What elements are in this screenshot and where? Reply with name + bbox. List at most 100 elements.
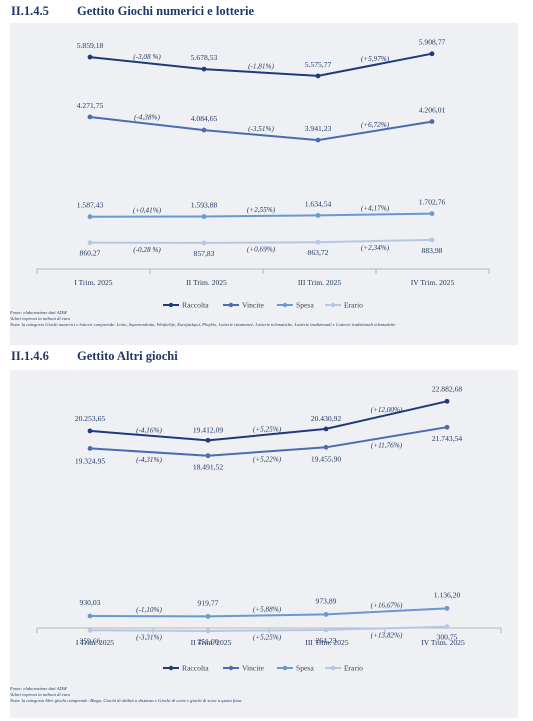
section-heading: Gettito Giochi numerici e lotterie	[77, 4, 255, 18]
data-label: 1.702,76	[419, 198, 446, 207]
data-point-spesa	[444, 605, 450, 611]
legend: Raccolta Vincite Spesa Erario	[163, 664, 363, 673]
data-label: 4.206,01	[419, 106, 446, 115]
legend-label: Vincite	[242, 301, 265, 310]
x-tick-label: II Trim. 2025	[191, 638, 232, 647]
data-label: 300,75	[437, 633, 458, 642]
series-line-spesa	[89, 607, 448, 618]
data-point-spesa	[87, 214, 93, 220]
data-point-vincite	[429, 119, 435, 124]
data-point-vincite	[205, 453, 211, 459]
data-label: 5.908,77	[419, 38, 446, 47]
category-note: Nota: la categoria Altri giochi comprend…	[10, 698, 243, 704]
data-point-spesa	[201, 214, 207, 219]
category-note: Nota: la categoria Giochi numerici e lot…	[10, 322, 396, 328]
legend-item-spesa: Spesa	[277, 664, 314, 673]
data-point-vincite	[315, 137, 321, 143]
data-label: 19.455,90	[311, 454, 342, 463]
series-line-raccolta	[89, 52, 433, 77]
chart-notes-2: Fonte: elaborazione dati ADM Valori espr…	[10, 686, 242, 704]
change-label: (+16,67%)	[371, 601, 403, 609]
change-label: (-3,08 %)	[133, 53, 161, 61]
series-line-erario	[89, 238, 433, 244]
data-label: 1.634,54	[305, 199, 332, 208]
source-note: Fonte: elaborazione dati ADM	[10, 686, 67, 691]
data-label: 930,03	[80, 598, 101, 607]
data-label: 251,06	[198, 637, 219, 646]
legend-marker	[228, 665, 234, 671]
data-point-raccolta	[205, 437, 211, 443]
chart-1: I Trim. 2025 II Trim. 2025 III Trim. 2025 I…	[36, 38, 490, 310]
x-tick-label: IV Trim. 2025	[421, 638, 465, 647]
source-note: Fonte: elaborazione dati ADM	[10, 310, 67, 315]
x-tick-label: III Trim. 2025	[298, 278, 341, 287]
legend-label: Erario	[344, 664, 363, 673]
section-number: II.1.4.6	[11, 349, 49, 363]
change-label: (+5,88%)	[253, 605, 282, 613]
legend-item-vincite: Vincite	[223, 664, 265, 673]
data-label: 857,83	[194, 249, 215, 258]
change-label: (+0,41%)	[133, 207, 162, 215]
legend-marker	[168, 665, 174, 671]
data-point-erario	[201, 240, 207, 246]
data-point-spesa	[205, 614, 211, 619]
legend-label: Spesa	[296, 664, 314, 673]
data-label: 4.084,65	[191, 114, 218, 123]
data-label: 1.587,43	[77, 201, 104, 210]
data-label: 1.593,88	[191, 200, 218, 209]
x-tick-label: IV Trim. 2025	[411, 278, 455, 287]
data-label: 3.941,23	[305, 124, 332, 133]
legend-label: Raccolta	[182, 301, 209, 310]
legend-label: Vincite	[242, 664, 265, 673]
data-label: 19.324,95	[75, 456, 106, 465]
data-point-vincite	[323, 444, 329, 450]
data-label: 1.136,20	[434, 590, 461, 599]
change-label: (-0,28 %)	[133, 246, 161, 254]
change-label: (-1,10%)	[136, 606, 162, 614]
data-label: 5.678,53	[191, 53, 218, 62]
data-point-erario	[429, 237, 435, 243]
chart-panel-2: I Trim. 2025 II Trim. 2025 III Trim. 2025 I…	[10, 370, 518, 718]
data-point-spesa	[323, 611, 329, 617]
legend-item-vincite: Vincite	[223, 301, 265, 310]
data-label: 860,27	[80, 249, 101, 258]
series-line-spesa	[89, 212, 433, 218]
data-point-raccolta	[323, 426, 329, 432]
legend-label: Raccolta	[182, 664, 209, 673]
data-point-vincite	[87, 114, 93, 120]
legend-label: Erario	[344, 301, 363, 310]
data-label: 22.882,68	[432, 384, 463, 393]
change-label: (+4,17%)	[361, 205, 390, 213]
data-point-erario	[444, 624, 450, 630]
legend: Raccolta Vincite Spesa Erario	[163, 301, 363, 310]
change-label: (-3,31%)	[136, 634, 162, 642]
data-point-raccolta	[201, 66, 207, 72]
section-title-1: II.1.4.5 Gettito Giochi numerici e lotter…	[11, 4, 254, 19]
x-tick-label: I Trim. 2025	[76, 638, 114, 647]
legend-item-erario: Erario	[325, 664, 363, 673]
data-label: 264,23	[316, 636, 337, 645]
data-point-raccolta	[87, 428, 93, 434]
data-point-raccolta	[87, 54, 93, 60]
change-label: (+5,22%)	[253, 455, 282, 463]
chart-2: I Trim. 2025 II Trim. 2025 III Trim. 2025 I…	[36, 384, 502, 673]
change-label: (-4,31%)	[136, 456, 162, 464]
data-label: 20.253,65	[75, 414, 106, 423]
change-label: (+12,00%)	[371, 406, 403, 414]
data-point-raccolta	[444, 398, 450, 404]
data-point-vincite	[201, 127, 207, 133]
section-heading: Gettito Altri giochi	[77, 349, 178, 363]
data-point-erario	[205, 628, 211, 634]
data-label: 863,72	[308, 248, 329, 257]
data-point-raccolta	[315, 73, 321, 79]
legend-marker	[168, 302, 174, 308]
data-point-spesa	[315, 213, 321, 218]
change-label: (+5,25%)	[253, 633, 282, 641]
data-point-erario	[87, 240, 93, 246]
data-point-spesa	[429, 211, 435, 216]
change-label: (+13,82%)	[371, 631, 403, 639]
data-label: 973,89	[316, 596, 337, 605]
unit-note: Valori espressi in milioni di euro	[10, 316, 71, 322]
legend-marker	[228, 302, 234, 308]
data-label: 259,66	[80, 636, 101, 645]
